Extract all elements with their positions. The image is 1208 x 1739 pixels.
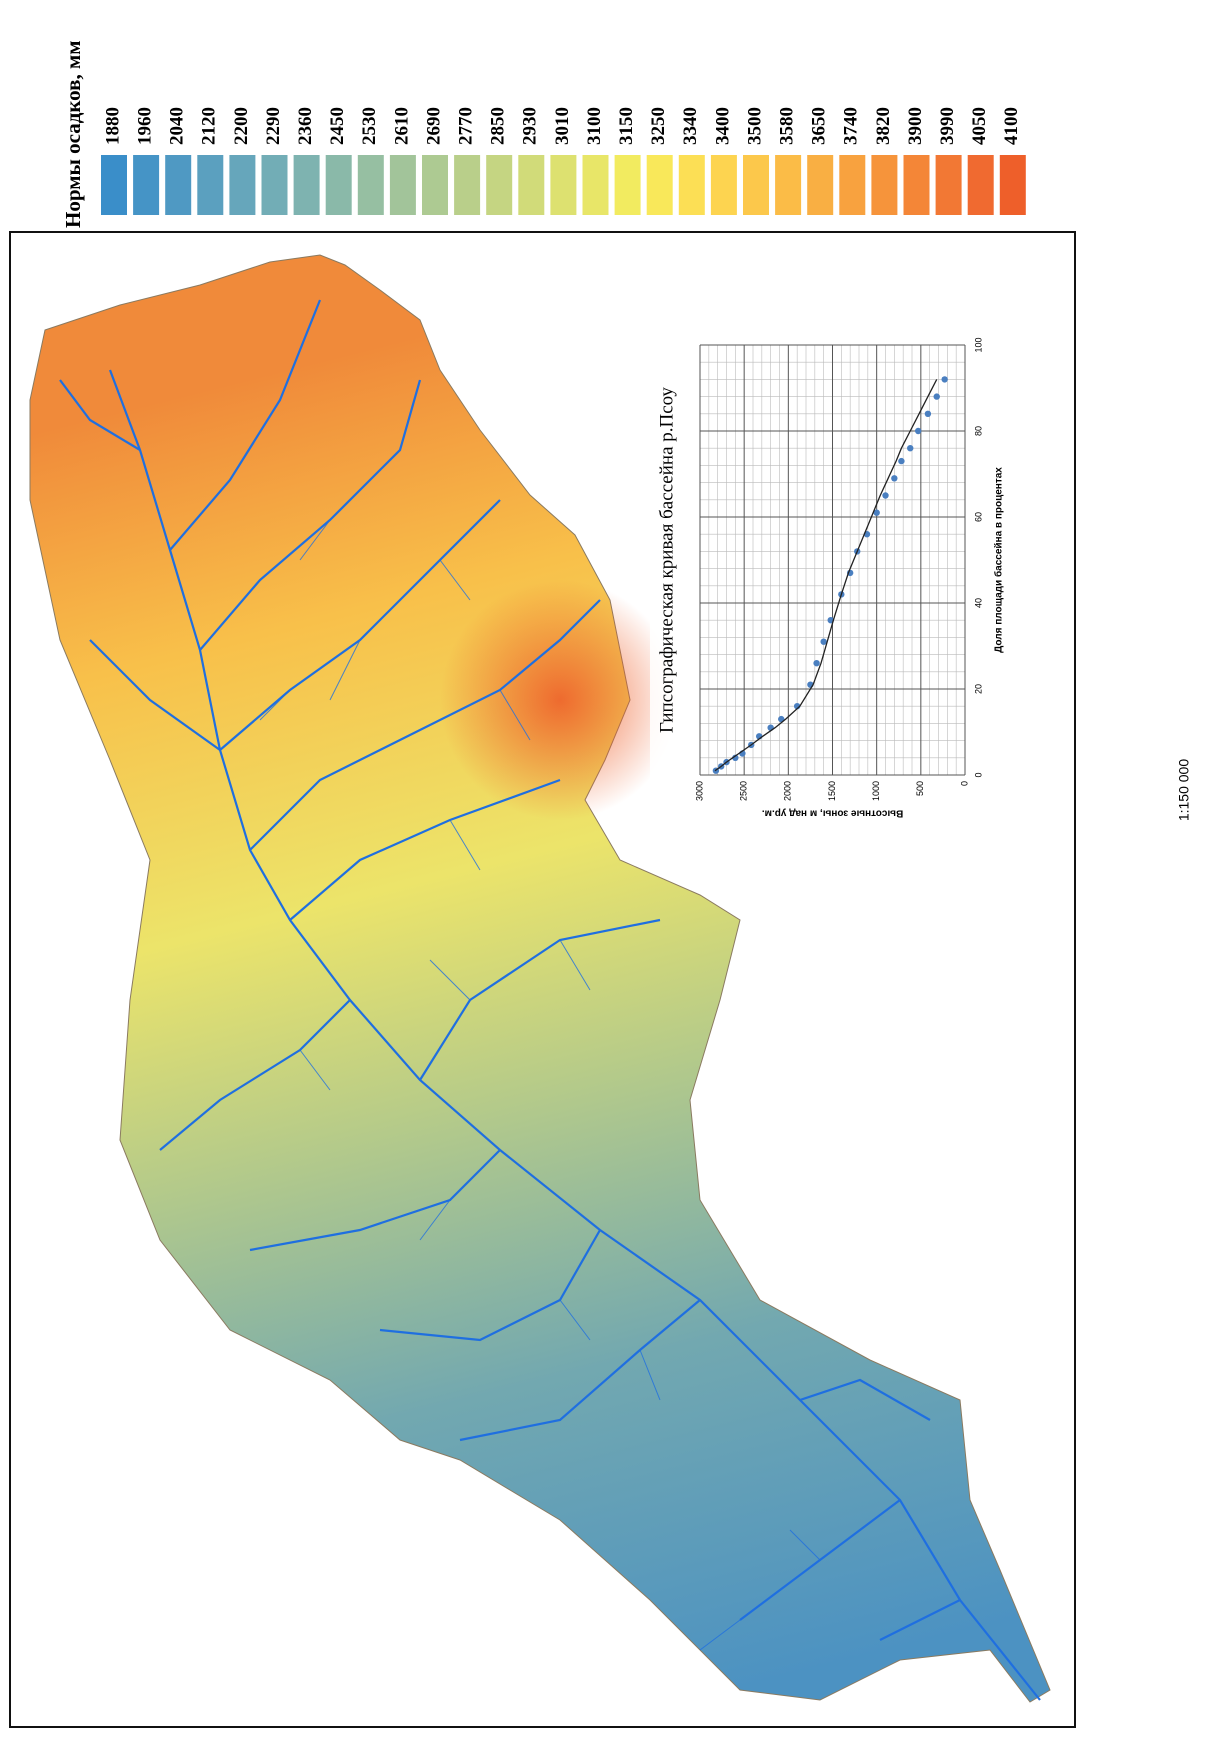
legend-label: 2690 xyxy=(423,107,444,145)
legend-swatch xyxy=(1000,155,1026,215)
legend-label: 2530 xyxy=(359,107,380,145)
legend-swatch xyxy=(550,155,576,215)
x-tick-label: 40 xyxy=(973,598,983,608)
legend-label: 3340 xyxy=(680,107,701,145)
data-point xyxy=(925,411,931,417)
legend-swatch xyxy=(936,155,962,215)
legend-swatch xyxy=(326,155,352,215)
legend-swatch xyxy=(454,155,480,215)
data-point xyxy=(882,492,888,498)
legend-label: 3990 xyxy=(937,107,958,145)
x-tick-label: 60 xyxy=(973,512,983,522)
legend-label: 2450 xyxy=(327,107,348,145)
y-tick-label: 500 xyxy=(915,781,925,796)
y-tick-label: 1500 xyxy=(827,781,837,801)
legend-label: 3580 xyxy=(776,107,797,145)
legend-label: 3900 xyxy=(905,107,926,145)
legend-label: 3820 xyxy=(873,107,894,145)
x-tick-label: 20 xyxy=(973,684,983,694)
legend-label: 2040 xyxy=(167,107,188,145)
legend-swatch xyxy=(486,155,512,215)
legend-label: 3500 xyxy=(744,107,765,145)
legend-swatch xyxy=(197,155,223,215)
legend-swatch xyxy=(133,155,159,215)
data-point xyxy=(891,475,897,481)
y-axis-label: Высотные зоны, м над ур.м. xyxy=(762,807,904,818)
y-tick-label: 0 xyxy=(959,781,969,786)
x-tick-label: 100 xyxy=(973,337,983,352)
legend-swatch xyxy=(968,155,994,215)
legend-swatch xyxy=(743,155,769,215)
legend-label: 3010 xyxy=(552,107,573,145)
legend-label: 3150 xyxy=(616,107,637,145)
legend-label: 4100 xyxy=(1001,107,1022,145)
legend-title: Нормы осадков, мм xyxy=(61,40,85,228)
legend-swatch xyxy=(679,155,705,215)
y-tick-label: 1000 xyxy=(871,781,881,801)
data-point xyxy=(915,428,921,434)
legend-label: 2200 xyxy=(231,107,252,145)
data-point xyxy=(907,445,913,451)
legend-label: 2360 xyxy=(295,107,316,145)
x-tick-label: 80 xyxy=(973,426,983,436)
chart-title: Гипсографическая кривая бассейна р.Псоу xyxy=(656,387,677,733)
legend-swatch xyxy=(839,155,865,215)
legend-label: 2770 xyxy=(455,107,476,145)
x-tick-label: 0 xyxy=(973,772,983,777)
data-point xyxy=(813,660,819,666)
map-scale: 1:150 000 xyxy=(1176,759,1192,821)
legend: 1880 1960 2040 2120 2200 2290 2360 2450 2530 2610… xyxy=(101,107,1026,215)
legend-label: 3250 xyxy=(648,107,669,145)
legend-swatch xyxy=(518,155,544,215)
legend-swatch xyxy=(711,155,737,215)
data-point xyxy=(941,376,947,382)
x-axis-label: Доля площади бассейна в процентах xyxy=(993,467,1005,653)
data-point xyxy=(934,393,940,399)
y-tick-label: 3000 xyxy=(694,781,704,801)
legend-label: 4050 xyxy=(969,107,990,145)
legend-swatch xyxy=(165,155,191,215)
data-point xyxy=(898,458,904,464)
legend-swatch xyxy=(294,155,320,215)
y-tick-label: 2500 xyxy=(739,781,749,801)
legend-swatch xyxy=(229,155,255,215)
legend-label: 3100 xyxy=(584,107,605,145)
legend-label: 3740 xyxy=(841,107,862,145)
high-zone xyxy=(440,580,680,820)
legend-label: 1960 xyxy=(134,107,155,145)
legend-label: 3400 xyxy=(712,107,733,145)
legend-label: 2850 xyxy=(488,107,509,145)
legend-label: 2930 xyxy=(520,107,541,145)
legend-label: 2120 xyxy=(199,107,220,145)
legend-swatch xyxy=(647,155,673,215)
legend-swatch xyxy=(101,155,127,215)
legend-swatch xyxy=(775,155,801,215)
legend-label: 3650 xyxy=(809,107,830,145)
legend-swatch xyxy=(904,155,930,215)
y-tick-label: 2000 xyxy=(783,781,793,801)
legend-label: 1880 xyxy=(102,107,123,145)
legend-swatch xyxy=(358,155,384,215)
inset-background xyxy=(650,330,995,810)
legend-label: 2610 xyxy=(391,107,412,145)
legend-swatch xyxy=(262,155,288,215)
legend-label: 2290 xyxy=(263,107,284,145)
legend-swatch xyxy=(871,155,897,215)
legend-swatch xyxy=(807,155,833,215)
legend-swatch xyxy=(422,155,448,215)
map-page: Нормы осадков, мм 1880196020402120220022… xyxy=(0,0,1208,1739)
legend-swatch xyxy=(583,155,609,215)
legend-swatch xyxy=(615,155,641,215)
legend-swatch xyxy=(390,155,416,215)
